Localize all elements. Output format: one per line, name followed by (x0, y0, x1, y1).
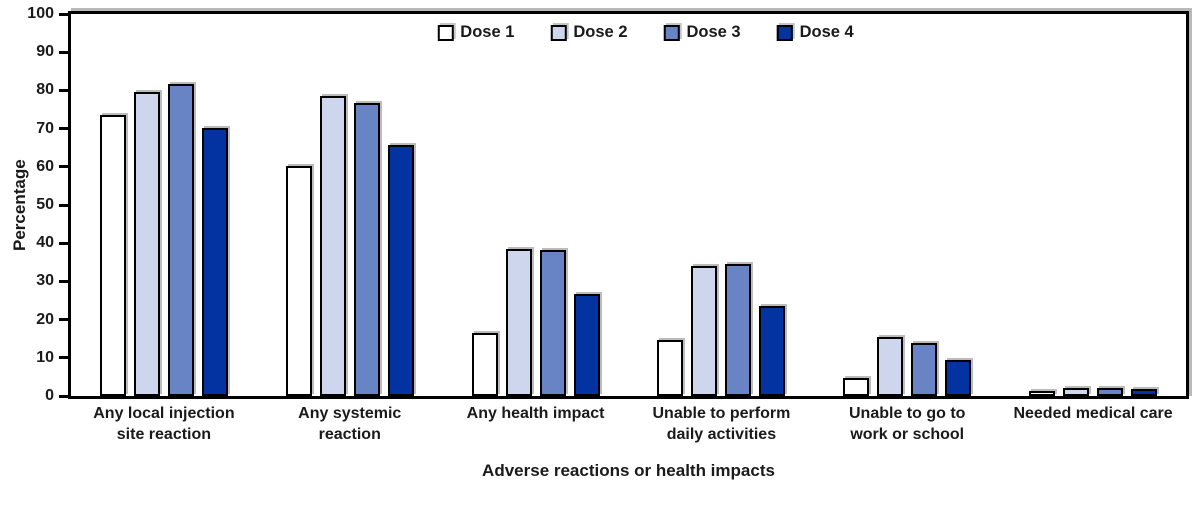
legend: Dose 1 Dose 2 Dose 3 Dose 4 (437, 23, 854, 42)
category-label-unable-to-perform: Unable to perform daily activities (652, 405, 791, 443)
bar-dose-3-needed-medical-care (1097, 388, 1124, 396)
y-tick-label-50: 50 (36, 196, 54, 213)
y-axis-tick (59, 394, 68, 398)
y-tick-label-100: 100 (27, 5, 54, 22)
bar-dose-1-unable-to-go-to (843, 378, 870, 396)
bar-dose-1-unable-to-perform (657, 340, 684, 396)
legend-item-dose-3: Dose 3 (663, 23, 741, 42)
bar-dose-4-any-systemic (387, 145, 414, 396)
legend-label-dose-3: Dose 3 (686, 23, 741, 41)
bar-dose-2-needed-medical-care (1063, 388, 1090, 396)
y-tick-label-90: 90 (36, 43, 54, 61)
y-tick-label-10: 10 (36, 348, 54, 366)
legend-swatch-dose-1 (437, 24, 454, 41)
bar-dose-2-any-systemic (319, 96, 346, 396)
bar-dose-4-unable-to-go-to (945, 360, 972, 396)
category-label-any-systemic: Any systemic reaction (298, 405, 402, 443)
category-label-needed-medical-care: Needed medical care (1013, 405, 1173, 422)
bar-dose-1-any-local-injection (99, 115, 126, 396)
y-axis-tick (59, 50, 68, 54)
bar-dose-2-any-local-injection (133, 92, 160, 396)
y-axis-tick (59, 88, 68, 92)
bar-group-any-local-injection (71, 14, 257, 396)
legend-item-dose-1: Dose 1 (437, 23, 514, 42)
category-label-unable-to-go-to: Unable to go to work or school (849, 405, 966, 443)
legend-item-dose-2: Dose 2 (550, 23, 628, 42)
legend-swatch-dose-3 (663, 24, 680, 41)
y-axis-tick (59, 165, 68, 169)
y-tick-label-30: 30 (36, 272, 54, 290)
bar-dose-4-needed-medical-care (1131, 389, 1158, 396)
y-tick-label-20: 20 (36, 310, 54, 328)
bar-dose-4-any-health-impact (573, 294, 600, 396)
y-axis-tick (59, 12, 68, 16)
category-label-any-local-injection: Any local injection site reaction (93, 405, 235, 443)
bar-group-any-health-impact (443, 14, 629, 396)
legend-item-dose-4: Dose 4 (776, 23, 854, 42)
y-axis-tick (59, 279, 68, 283)
y-tick-label-60: 60 (36, 157, 54, 175)
bar-dose-2-unable-to-perform (691, 266, 718, 396)
y-axis-tick (59, 318, 68, 322)
bar-dose-4-unable-to-perform (759, 306, 786, 396)
plot-area: Dose 1 Dose 2 Dose 3 Dose 4 0 10 20 30 40 50 60 70… (27, 5, 1189, 404)
bar-dose-1-needed-medical-care (1029, 391, 1056, 396)
category-labels: Any local injection site reaction Any sys… (71, 403, 1186, 445)
bar-group-needed-medical-care (1000, 14, 1186, 396)
bar-group-unable-to-perform (629, 14, 815, 396)
y-axis-tick (59, 127, 68, 131)
y-axis-tick (59, 241, 68, 245)
bar-dose-3-unable-to-go-to (911, 343, 938, 396)
category-label-any-health-impact: Any health impact (466, 405, 605, 422)
bar-dose-3-any-local-injection (167, 84, 194, 396)
y-axis-tick (59, 203, 68, 207)
y-tick-label-70: 70 (36, 119, 54, 137)
bar-dose-1-any-systemic (285, 166, 312, 396)
bar-dose-2-unable-to-go-to (877, 337, 904, 396)
bar-dose-3-any-systemic (353, 103, 380, 396)
legend-label-dose-1: Dose 1 (460, 23, 515, 41)
y-tick-label-80: 80 (36, 81, 54, 99)
legend-label-dose-4: Dose 4 (799, 23, 854, 41)
bar-dose-3-unable-to-perform (725, 264, 752, 396)
legend-label-dose-2: Dose 2 (573, 23, 628, 41)
x-axis-title: Adverse reactions or health impacts (482, 461, 775, 480)
bar-dose-2-any-health-impact (505, 249, 532, 396)
legend-swatch-dose-4 (776, 24, 793, 41)
legend-swatch-dose-2 (550, 24, 567, 41)
bar-dose-4-any-local-injection (201, 128, 228, 396)
y-tick-label-40: 40 (36, 234, 54, 252)
bar-group-any-systemic (257, 14, 443, 396)
bar-group-unable-to-go-to (814, 14, 1000, 396)
y-axis-tick (59, 356, 68, 360)
y-tick-label-0: 0 (45, 387, 54, 404)
bar-dose-1-any-health-impact (471, 333, 498, 396)
bar-dose-3-any-health-impact (539, 250, 566, 396)
